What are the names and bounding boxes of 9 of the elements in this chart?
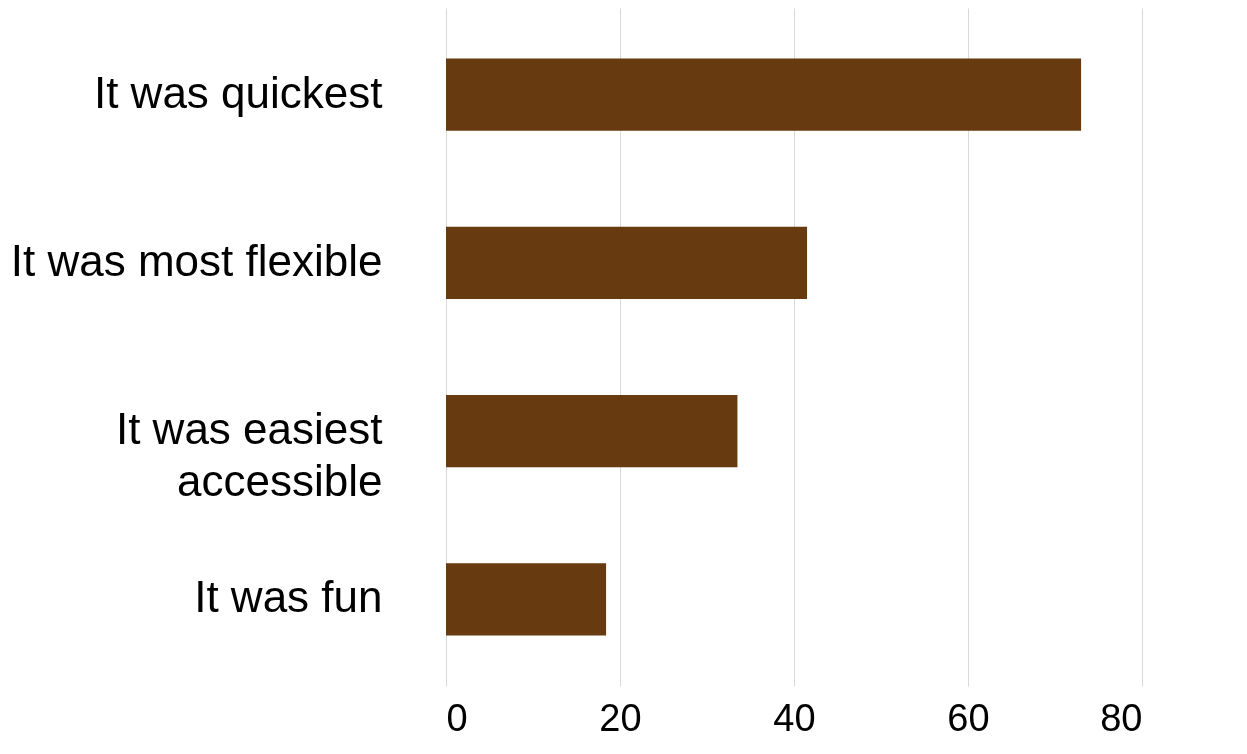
- x-tick-label: 40: [773, 696, 816, 739]
- x-tick-label: 0: [446, 696, 468, 739]
- x-tick-label: 80: [1100, 696, 1143, 739]
- y-tick-label: It was fun: [194, 572, 383, 622]
- x-tick-label: 20: [599, 696, 642, 739]
- y-tick-label: It was easiest accessible: [115, 404, 383, 506]
- y-tick-label: It was quickest: [93, 67, 383, 117]
- y-tick-label: It was most flexible: [10, 235, 383, 285]
- x-tick-label: 60: [947, 696, 990, 739]
